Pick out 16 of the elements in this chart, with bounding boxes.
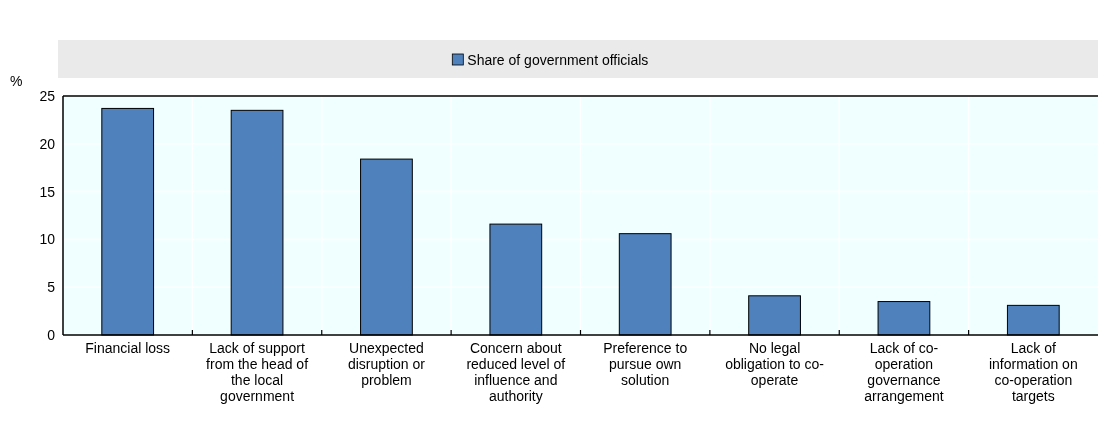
x-tick-label: Lack of support from the head of the local government	[206, 340, 309, 404]
y-tick-label: 10	[39, 231, 56, 248]
x-tick-label: Concern about reduced level of influence and authority	[466, 340, 566, 404]
y-tick-label: 5	[47, 279, 56, 296]
y-tick-label: 15	[39, 183, 56, 200]
x-tick-label: Financial loss	[85, 340, 171, 356]
y-tick-label: 20	[39, 135, 56, 152]
y-tick-label: 0	[47, 327, 56, 343]
x-tick-label: No legal obligation to co-operate	[725, 340, 825, 388]
y-tick-label: 25	[39, 88, 56, 104]
y-axis-title: %	[10, 73, 23, 89]
x-tick-label: Preference to pursue own solution	[603, 340, 688, 388]
x-tick-label: Lack of co-operation governance arrangement	[864, 340, 944, 404]
x-tick-label: Unexpected disruption or problem	[347, 340, 426, 388]
x-tick-label: Lack of information on co-operation targets	[988, 340, 1078, 404]
legend-label: Share of government officials	[467, 52, 649, 68]
